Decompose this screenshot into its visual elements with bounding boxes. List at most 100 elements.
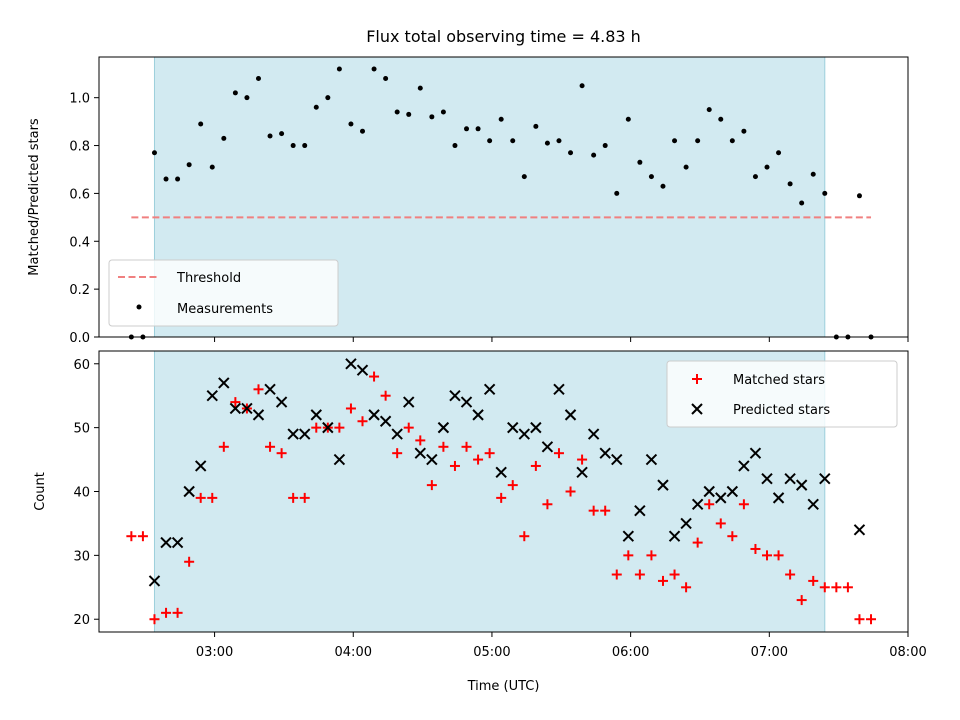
top-panel: 0.0 0.2 0.4 0.6 0.8 1.0 Flux total observing …	[27, 27, 909, 346]
legend-matched-label: Matched stars	[733, 373, 825, 388]
measurement-point	[290, 143, 296, 149]
x-tick-label: 03:00	[196, 645, 233, 660]
predicted-star-point	[264, 383, 276, 396]
measurement-point	[660, 183, 666, 189]
matched-star-point	[796, 595, 807, 606]
predicted-star-point	[241, 402, 253, 415]
matched-star-point	[299, 492, 310, 503]
legend-predicted-swatch	[691, 403, 703, 415]
measurement-point	[325, 95, 331, 101]
predicted-star-point	[437, 421, 450, 434]
predicted-star-point	[252, 409, 265, 421]
bottom-legend-box	[666, 360, 898, 428]
legend-predicted-label: Predicted stars	[733, 403, 830, 418]
measurement-point	[591, 152, 597, 158]
legend-measurements-swatch	[136, 304, 142, 310]
measurement-point	[822, 190, 828, 196]
predicted-star-point	[229, 402, 242, 415]
matched-star-point	[727, 531, 738, 542]
legend-measurements-label: Measurements	[177, 302, 273, 317]
measurement-point	[151, 150, 157, 156]
top-x-ticks	[214, 337, 909, 342]
matched-star-point	[195, 492, 206, 503]
predicted-star-point	[634, 504, 646, 517]
predicted-star-point	[668, 530, 681, 542]
predicted-star-point	[333, 453, 346, 466]
measurement-point	[440, 109, 446, 115]
measurement-point	[475, 126, 481, 132]
measurement-point	[163, 176, 169, 182]
matched-star-point	[380, 390, 391, 401]
matched-star-point	[507, 480, 518, 491]
legend-plus-marker	[692, 374, 702, 384]
bottom-y-ticks: 20 30 40 50 60	[73, 358, 99, 628]
measurement-point	[360, 128, 366, 134]
chart-title: Flux total observing time = 4.83 h	[366, 27, 641, 46]
measurement-point	[429, 114, 435, 120]
matched-star-point	[484, 448, 495, 459]
matched-star-point	[403, 422, 414, 433]
predicted-star-point	[287, 428, 299, 440]
measurement-point	[718, 116, 724, 122]
predicted-star-point	[530, 421, 542, 434]
matched-star-point	[392, 448, 403, 459]
measurement-point	[764, 164, 770, 170]
measurement-point	[255, 76, 261, 82]
matched-star-point	[369, 371, 380, 382]
matched-star-point	[750, 543, 761, 554]
measurement-point	[695, 138, 701, 144]
predicted-star-point	[715, 492, 727, 504]
measurement-point	[799, 200, 805, 206]
predicted-star-point	[391, 428, 403, 440]
bottom-legend: Matched stars Predicted stars	[666, 360, 898, 428]
predicted-star-point	[657, 479, 669, 491]
predicted-stars-points	[148, 358, 866, 587]
predicted-star-point	[680, 517, 692, 530]
predicted-star-point	[368, 409, 380, 421]
matched-star-point	[473, 454, 484, 465]
bottom-y-tick-label: 20	[73, 613, 90, 628]
top-y-axis-label: Matched/Predicted stars	[27, 118, 42, 276]
matched-star-point	[819, 582, 830, 593]
matched-star-point	[866, 614, 877, 625]
matched-star-point	[669, 569, 680, 580]
matched-star-point	[426, 480, 437, 491]
x-tick-label: 07:00	[751, 645, 788, 660]
measurement-point	[637, 159, 643, 165]
measurement-point	[556, 138, 562, 144]
measurement-point	[856, 193, 862, 199]
matched-star-point	[184, 556, 195, 567]
predicted-star-point	[587, 428, 600, 440]
measurement-point	[244, 95, 250, 101]
measurement-point	[394, 109, 400, 115]
top-legend: Threshold Measurements	[108, 259, 339, 327]
matched-star-point	[762, 550, 773, 561]
bottom-y-tick-label: 40	[73, 486, 90, 501]
measurement-point	[741, 128, 747, 134]
measurement-point	[417, 85, 423, 91]
predicted-star-point	[761, 473, 773, 485]
measurement-point	[602, 143, 608, 149]
matched-star-point	[357, 416, 368, 427]
x-tick-label: 04:00	[335, 645, 372, 660]
measurement-point	[510, 138, 516, 144]
predicted-star-point	[194, 460, 207, 472]
predicted-star-point	[426, 453, 438, 466]
bottom-y-tick-label: 50	[73, 422, 90, 437]
predicted-star-point	[218, 377, 230, 389]
predicted-star-point	[795, 479, 808, 491]
matched-star-point	[149, 614, 160, 625]
predicted-star-point	[807, 498, 819, 510]
matched-star-point	[842, 582, 853, 593]
predicted-star-point	[171, 536, 184, 549]
matched-star-point	[773, 550, 784, 561]
matched-star-point	[542, 499, 553, 510]
top-y-tick-label: 0.4	[69, 235, 90, 250]
legend-threshold-label: Threshold	[176, 271, 241, 286]
matched-star-point	[553, 448, 564, 459]
matched-star-point	[704, 499, 715, 510]
measurement-point	[209, 164, 215, 170]
top-y-tick-label: 0.8	[69, 140, 90, 155]
matched-star-point	[172, 607, 183, 618]
predicted-star-point	[403, 396, 415, 408]
